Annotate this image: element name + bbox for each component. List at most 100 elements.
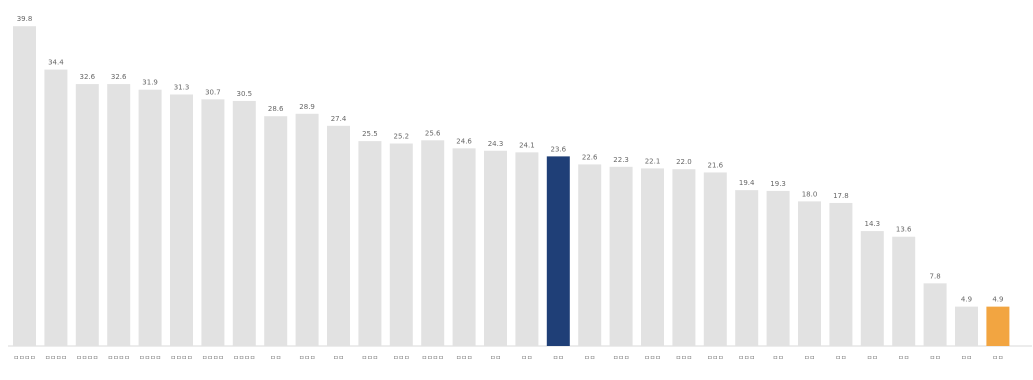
bar-25 xyxy=(766,190,790,346)
category-label-31: ㅁㅁ xyxy=(961,355,972,362)
category-label-22: ㅁㅁㅁ xyxy=(676,355,693,362)
bar-22 xyxy=(672,169,696,346)
category-label-26: ㅁㅁ xyxy=(804,355,815,362)
bar-6 xyxy=(170,94,193,346)
bar-23 xyxy=(703,172,727,346)
bar-value-label-26: 18.0 xyxy=(802,190,818,198)
bar-30 xyxy=(923,283,947,346)
bar-value-label-9: 28.6 xyxy=(268,105,284,113)
category-label-32: ㅁㅁ xyxy=(992,355,1003,362)
category-label-25: ㅁㅁ xyxy=(773,355,784,362)
bars-group xyxy=(13,26,1010,347)
bar-13 xyxy=(389,143,413,346)
bar-26 xyxy=(798,201,821,346)
bar-value-label-11: 27.4 xyxy=(331,115,347,123)
bar-value-label-27: 17.8 xyxy=(833,192,849,200)
bar-3 xyxy=(75,84,99,347)
bar-27 xyxy=(829,202,853,346)
bar-value-label-5: 31.9 xyxy=(142,79,158,87)
bar-value-label-31: 4.9 xyxy=(961,296,972,304)
category-label-28: ㅁㅁ xyxy=(867,355,878,362)
bar-value-label-23: 21.6 xyxy=(708,161,724,169)
bar-12 xyxy=(358,141,382,346)
bar-1 xyxy=(13,26,36,347)
category-label-13: ㅁㅁㅁ xyxy=(393,355,410,362)
category-label-2: ㅁㅁㅁㅁ xyxy=(45,355,67,362)
bar-value-label-24: 19.4 xyxy=(739,179,755,187)
bar-value-label-28: 14.3 xyxy=(865,220,881,228)
bar-4 xyxy=(107,84,131,347)
bar-value-label-13: 25.2 xyxy=(394,133,410,141)
value-labels-group: 39.8 34.4 32.6 32.6 31.9 31.3 30.7 30.5 28.6 28.9… xyxy=(17,15,1004,303)
bar-value-label-21: 22.1 xyxy=(645,157,661,165)
category-label-9: ㅁㅁ xyxy=(270,355,281,362)
bar-value-label-18: 23.6 xyxy=(551,145,567,153)
category-label-20: ㅁㅁㅁ xyxy=(613,355,630,362)
category-label-5: ㅁㅁㅁㅁ xyxy=(139,355,161,362)
bar-value-label-15: 24.6 xyxy=(456,137,472,145)
bar-value-label-8: 30.5 xyxy=(237,90,253,98)
category-label-4: ㅁㅁㅁㅁ xyxy=(108,355,130,362)
category-label-1: ㅁㅁㅁㅁ xyxy=(13,355,35,362)
category-label-18: ㅁㅁ xyxy=(553,355,564,362)
bar-7 xyxy=(201,99,225,347)
bar-8 xyxy=(232,100,256,347)
bar-24 xyxy=(735,190,759,346)
bar-31 xyxy=(955,306,978,346)
bar-value-label-30: 7.8 xyxy=(930,272,941,280)
bar-value-label-7: 30.7 xyxy=(205,88,221,96)
category-label-14: ㅁㅁㅁㅁ xyxy=(422,355,444,362)
bar-value-label-14: 25.6 xyxy=(425,129,441,137)
bar-19 xyxy=(578,164,602,346)
bar-value-label-17: 24.1 xyxy=(519,141,535,149)
category-label-16: ㅁㅁ xyxy=(490,355,501,362)
bar-21 xyxy=(641,168,664,346)
category-label-30: ㅁㅁ xyxy=(930,355,941,362)
category-label-8: ㅁㅁㅁㅁ xyxy=(233,355,255,362)
category-label-3: ㅁㅁㅁㅁ xyxy=(76,355,98,362)
bar-value-label-4: 32.6 xyxy=(111,73,127,81)
bar-2 xyxy=(44,69,68,346)
bar-5 xyxy=(138,89,162,346)
bar-16 xyxy=(484,150,507,346)
bar-20 xyxy=(609,166,633,346)
bar-29 xyxy=(892,236,916,346)
bar-value-label-1: 39.8 xyxy=(17,15,33,23)
bar-value-label-29: 13.6 xyxy=(896,226,912,234)
bar-value-label-32: 4.9 xyxy=(992,296,1003,304)
bar-28 xyxy=(860,231,884,346)
bar-value-label-22: 22.0 xyxy=(676,158,692,166)
bar-value-label-19: 22.6 xyxy=(582,153,598,161)
bar-14 xyxy=(421,140,445,346)
category-label-15: ㅁㅁㅁ xyxy=(456,355,473,362)
category-label-27: ㅁㅁ xyxy=(835,355,846,362)
category-label-29: ㅁㅁ xyxy=(898,355,909,362)
category-label-11: ㅁㅁ xyxy=(333,355,344,362)
bar-18 xyxy=(546,156,570,346)
bar-15 xyxy=(452,148,476,346)
category-label-17: ㅁㅁ xyxy=(521,355,532,362)
category-label-19: ㅁㅁ xyxy=(584,355,595,362)
category-label-7: ㅁㅁㅁㅁ xyxy=(202,355,224,362)
bar-11 xyxy=(327,125,350,347)
bar-9 xyxy=(264,116,288,346)
category-label-12: ㅁㅁㅁ xyxy=(362,355,379,362)
category-label-24: ㅁㅁㅁ xyxy=(738,355,755,362)
bar-value-label-10: 28.9 xyxy=(299,103,315,111)
bar-value-label-2: 34.4 xyxy=(48,59,64,67)
bar-value-label-12: 25.5 xyxy=(362,130,378,138)
bar-32 xyxy=(986,306,1010,346)
bar-value-label-6: 31.3 xyxy=(174,84,190,92)
bar-value-label-25: 19.3 xyxy=(770,180,786,188)
bar-17 xyxy=(515,152,539,346)
category-label-21: ㅁㅁㅁ xyxy=(644,355,661,362)
bar-value-label-16: 24.3 xyxy=(488,140,504,148)
category-label-23: ㅁㅁㅁ xyxy=(707,355,724,362)
category-label-10: ㅁㅁㅁ xyxy=(299,355,316,362)
bar-10 xyxy=(295,113,319,346)
bar-value-label-20: 22.3 xyxy=(613,156,629,164)
bar-value-label-3: 32.6 xyxy=(80,73,96,81)
